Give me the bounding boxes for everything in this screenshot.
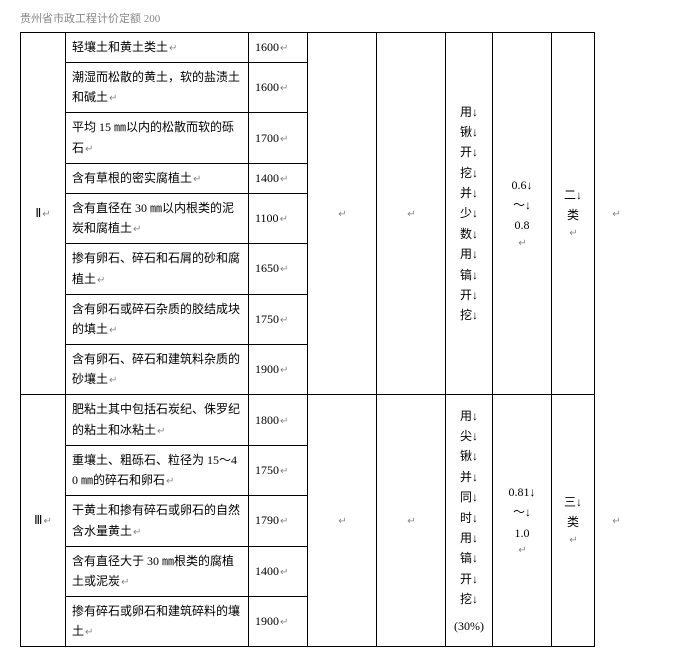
desc-cell: 肥粘土其中包括石炭纪、侏罗纪的粘土和冰粘土↵ [66,395,249,445]
desc-cell: 潮湿而松散的黄土，软的盐渍土和碱土↵ [66,63,249,113]
desc-cell: 含有直径在 30 ㎜以内根类的泥炭和腐植土↵ [66,193,249,243]
empty-cell-1: ↵ [308,33,377,395]
desc-cell: 含有直径大于 30 ㎜根类的腐植土或泥炭↵ [66,546,249,596]
empty-cell-2: ↵ [377,395,446,647]
desc-cell: 轻壤土和黄土类土↵ [66,33,249,63]
value-cell: 1750↵ [249,294,308,344]
page-header: 贵州省市政工程计价定额 200 [20,10,659,26]
value-cell: 1900↵ [249,344,308,394]
value-cell: 1700↵ [249,113,308,163]
value-cell: 1800↵ [249,395,308,445]
method-cell: 用↓尖↓锹↓并↓同↓时↓用↓镐↓开↓挖↓(30%) [446,395,493,647]
value-cell: 1790↵ [249,496,308,546]
empty-cell-2: ↵ [377,33,446,395]
class-cell: 二↓类↵ [552,33,595,395]
desc-cell: 平均 15 ㎜以内的松散而软的砾石↵ [66,113,249,163]
desc-cell: 干黄土和掺有碎石或卵石的自然含水量黄土↵ [66,496,249,546]
value-cell: 1600↵ [249,63,308,113]
value-cell: 1900↵ [249,596,308,646]
value-cell: 1750↵ [249,445,308,495]
table-row: Ⅲ↵肥粘土其中包括石炭纪、侏罗纪的粘土和冰粘土↵1800↵↵↵用↓尖↓锹↓并↓同… [21,395,638,445]
desc-cell: 含有卵石或碎石杂质的胶结成块的填土↵ [66,294,249,344]
range-cell: 0.6↓～↓0.8↵ [493,33,552,395]
value-cell: 1400↵ [249,163,308,193]
value-cell: 1600↵ [249,33,308,63]
value-cell: 1400↵ [249,546,308,596]
value-cell: 1100↵ [249,193,308,243]
desc-cell: 含有草根的密实腐植土↵ [66,163,249,193]
empty-cell-1: ↵ [308,395,377,647]
method-cell: 用↓锹↓开↓挖↓并↓少↓数↓用↓镐↓开↓挖↓ [446,33,493,395]
tail-cell: ↵ [595,33,638,395]
desc-cell: 重壤土、粗砾石、粒径为 15～40 ㎜的碎石和卵石↵ [66,445,249,495]
soil-table: Ⅱ↵轻壤土和黄土类土↵1600↵↵↵用↓锹↓开↓挖↓并↓少↓数↓用↓镐↓开↓挖↓… [20,32,638,647]
value-cell: 1650↵ [249,244,308,294]
class-cell: 三↓类↵ [552,395,595,647]
desc-cell: 掺有碎石或卵石和建筑碎料的壤土↵ [66,596,249,646]
desc-cell: 含有卵石、碎石和建筑料杂质的砂壤土↵ [66,344,249,394]
table-row: Ⅱ↵轻壤土和黄土类土↵1600↵↵↵用↓锹↓开↓挖↓并↓少↓数↓用↓镐↓开↓挖↓… [21,33,638,63]
category-cell: Ⅱ↵ [21,33,66,395]
desc-cell: 掺有卵石、碎石和石屑的砂和腐植土↵ [66,244,249,294]
tail-cell: ↵ [595,395,638,647]
category-cell: Ⅲ↵ [21,395,66,647]
range-cell: 0.81↓～↓1.0↵ [493,395,552,647]
